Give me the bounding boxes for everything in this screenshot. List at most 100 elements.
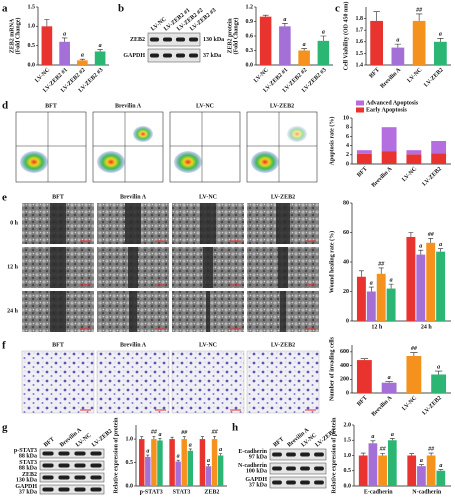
wound-gap [203, 247, 213, 288]
blot-strip [269, 462, 327, 475]
bar [145, 456, 151, 486]
bar [211, 439, 218, 486]
flow-cluster [133, 126, 153, 142]
blot-band [90, 463, 102, 468]
significance-label: ## [379, 447, 387, 453]
legend-label: Advanced Apoptosis [366, 100, 419, 106]
bar [217, 455, 224, 486]
significance-label: a [371, 434, 374, 440]
x-tick-label: LV-NC [401, 395, 418, 412]
bar [391, 47, 405, 65]
x-tick-label: BFT [369, 67, 381, 79]
y-tick-label: 1.5 [344, 438, 352, 444]
y-tick-label: 1.7 [356, 28, 364, 34]
blot-band [272, 466, 282, 471]
blot-band [175, 53, 186, 58]
blot-band [314, 452, 324, 457]
significance-label: a [370, 280, 373, 286]
panel-label: b [118, 3, 124, 15]
panel-label: d [2, 100, 8, 112]
blot-band [74, 451, 86, 456]
blot-band [74, 475, 86, 480]
x-tick-label: N-cadherin [412, 489, 442, 495]
blot-band [58, 475, 70, 480]
error-bar [182, 436, 186, 440]
bar-segment [356, 153, 372, 164]
blot-strip [147, 48, 201, 63]
x-tick-label: p-STAT3 [140, 489, 163, 495]
y-tick-label: 0.6 [246, 33, 254, 39]
y-tick-label: 0 [346, 318, 349, 324]
y-tick-label: 600 [340, 349, 349, 355]
bar [436, 251, 446, 321]
blot-band [188, 37, 199, 42]
blot-band [300, 466, 310, 471]
y-tick-label: 0.0 [246, 62, 254, 68]
significance-label: a [388, 375, 391, 381]
wound-gap [128, 247, 138, 288]
wound-gap [50, 247, 66, 288]
panel-label: a [2, 3, 8, 15]
panel-label: f [2, 340, 6, 352]
image-title: LV-NC [199, 342, 217, 348]
y-tick-label: 1.5 [28, 4, 36, 10]
x-tick-label: E-cadherin [364, 489, 393, 495]
panel-label: c [335, 3, 340, 15]
error-bar [188, 448, 192, 451]
flow-cluster [251, 151, 279, 173]
x-tick-label: 24 h [421, 324, 433, 330]
blot-band [149, 37, 160, 42]
error-bar [370, 440, 376, 444]
protein-label: GAPDH [15, 484, 37, 490]
wound-gap [200, 203, 216, 244]
bar [356, 276, 366, 321]
significance-label: a [439, 463, 442, 469]
blot-band [162, 37, 173, 42]
blot-strip [269, 476, 327, 489]
x-tick-label: BFT [356, 395, 368, 407]
error-bar [380, 453, 386, 456]
x-tick-label: LV-ZEB2 [422, 395, 443, 416]
blot-band [74, 463, 86, 468]
kda-label: 130 kDa [16, 478, 37, 484]
protein-label: E-cadherin [238, 449, 267, 455]
blot-band [286, 466, 296, 471]
x-tick-label: BFT [356, 166, 368, 178]
blot-strip [39, 448, 105, 459]
significance-label: a [99, 43, 102, 49]
bar [406, 355, 422, 393]
protein-label: ZEB2 [130, 37, 145, 43]
bar [386, 288, 396, 321]
error-bar [438, 248, 444, 252]
image-title: BFT [52, 342, 64, 348]
error-bar [213, 435, 217, 440]
kda-label: 37 kDa [19, 490, 37, 496]
y-tick-label: 0.0 [126, 483, 134, 489]
bar [356, 360, 372, 393]
significance-label: a [146, 448, 149, 454]
bar [169, 439, 175, 486]
y-axis-label: Relative expression of protein [331, 417, 337, 494]
blot-strip [39, 472, 105, 483]
bar [426, 455, 436, 486]
significance-label: ## [410, 346, 418, 352]
micrograph [171, 350, 245, 414]
y-tick-label: 80 [343, 200, 349, 206]
bar [187, 450, 194, 486]
y-tick-label: 1.0 [28, 24, 36, 30]
y-tick-label: 1.8 [356, 16, 364, 22]
wound-gap [276, 203, 290, 244]
row-label: 0 h [10, 220, 19, 226]
y-tick-label: 6 [346, 134, 349, 140]
flow-plot [246, 111, 318, 183]
error-bar [409, 453, 415, 456]
x-tick-label: Brevilin A [371, 395, 394, 418]
y-axis-label: Relative expression of protein [113, 417, 119, 494]
blot-band [90, 475, 102, 480]
bar [436, 470, 446, 486]
row-label: 12 h [7, 264, 19, 270]
error-bar [434, 370, 443, 375]
blot-band [42, 451, 54, 456]
error-bar [360, 358, 369, 361]
micrograph [246, 350, 320, 414]
